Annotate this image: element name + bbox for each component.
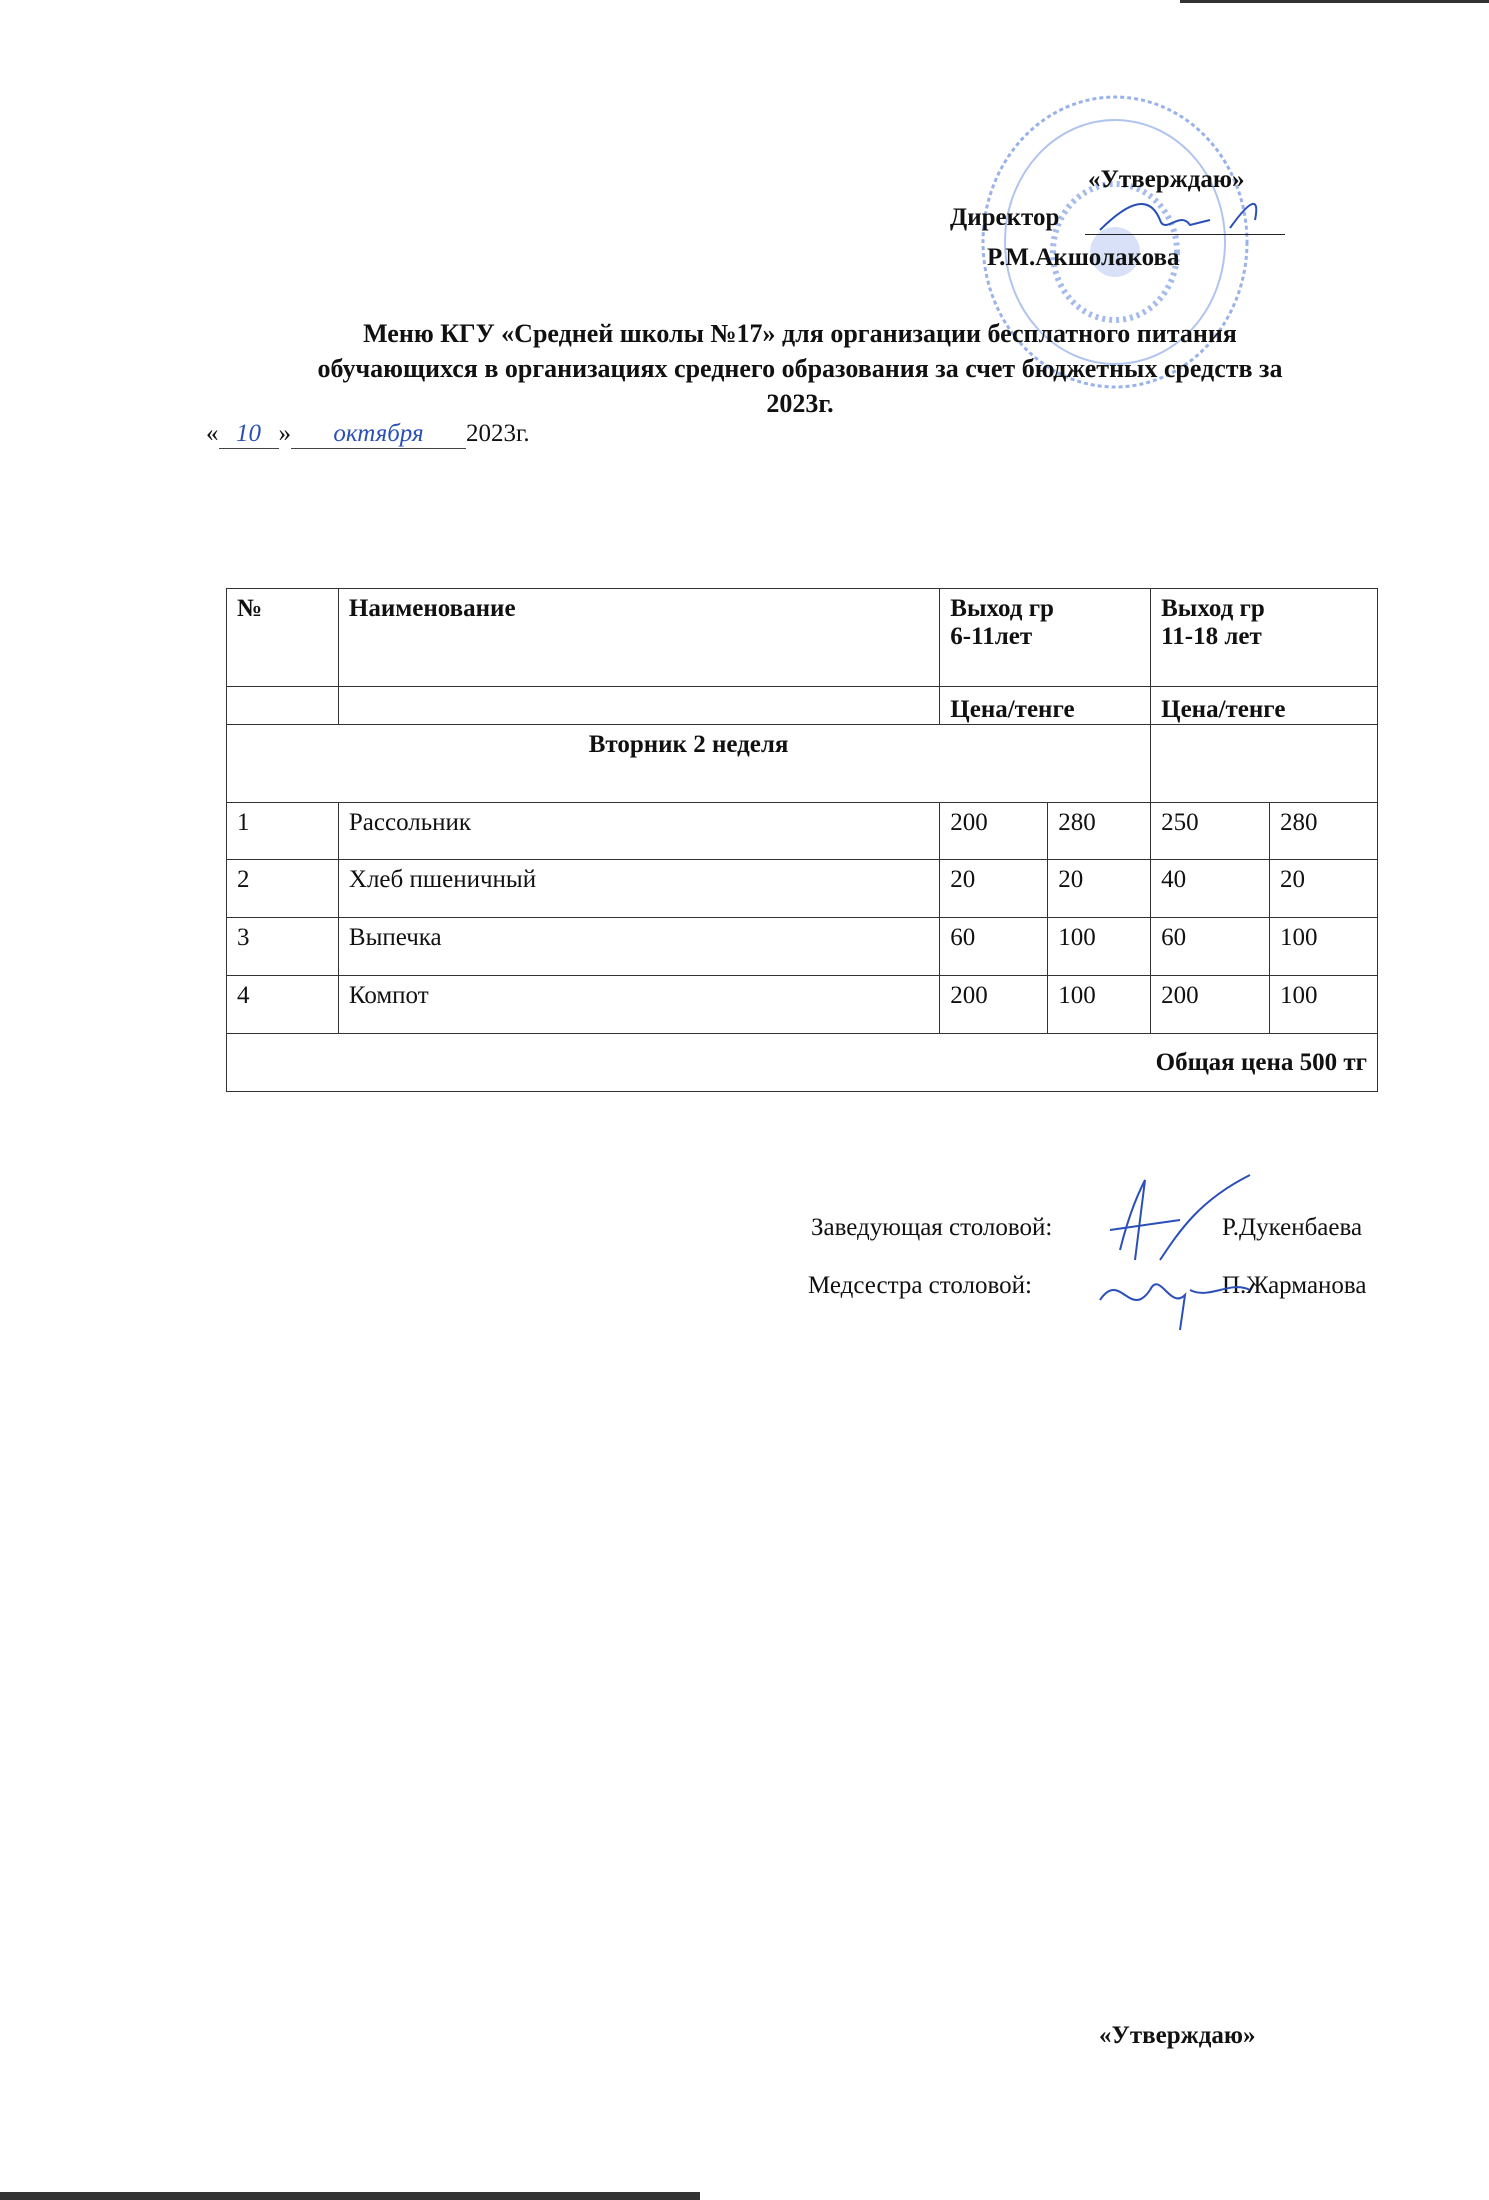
row-num: 2	[226, 859, 339, 918]
footer-approval-label: «Утверждаю»	[1099, 2022, 1256, 2049]
table-row: 2 Хлеб пшеничный 20 20 40 20	[226, 859, 1378, 918]
row-value: 100	[1047, 975, 1152, 1034]
approval-label: «Утверждаю»	[1088, 166, 1245, 193]
signature-name-nurse: П.Жарманова	[1222, 1272, 1367, 1299]
total-price: Общая цена 500 тг	[226, 1033, 1378, 1092]
empty-cell	[226, 686, 339, 725]
header-num: №	[226, 588, 339, 687]
empty-cell	[1150, 724, 1378, 803]
row-value: 200	[1150, 975, 1271, 1034]
row-value: 200	[939, 975, 1049, 1034]
director-signature	[1099, 202, 1258, 231]
empty-cell	[337, 686, 941, 725]
header-group2: Выход гр 11-18 лет	[1150, 588, 1378, 687]
row-num: 4	[226, 975, 339, 1034]
date-year: 2023г.	[466, 420, 530, 447]
row-name: Выпечка	[337, 917, 941, 976]
row-num: 3	[226, 917, 339, 976]
price-header-row: Цена/тенге Цена/тенге	[226, 686, 1378, 725]
scan-edge-top	[1180, 0, 1489, 3]
row-value: 60	[939, 917, 1049, 976]
table-row: 1 Рассольник 200 280 250 280	[226, 802, 1378, 860]
date-line: «10» октября 2023г.	[206, 420, 530, 449]
row-value: 250	[1150, 802, 1271, 860]
row-name: Компот	[337, 975, 941, 1034]
total-row: Общая цена 500 тг	[226, 1033, 1378, 1092]
day-row: Вторник 2 неделя	[225, 724, 1378, 803]
date-month: октября	[291, 420, 466, 449]
title-line-3: 2023г.	[766, 389, 834, 418]
row-value: 40	[1150, 859, 1271, 918]
scan-edge-bottom	[0, 2192, 700, 2200]
date-open-quote: «	[206, 420, 219, 447]
header-group1: Выход гр 6-11лет	[939, 588, 1152, 687]
signature-role-canteen-head: Заведующая столовой:	[811, 1214, 1053, 1241]
signature-role-nurse: Медсестра столовой:	[808, 1272, 1032, 1299]
menu-table: № Наименование Выход гр 6-11лет Выход гр 1…	[225, 588, 1378, 1092]
handwritten-signatures	[1099, 1174, 1251, 1331]
row-value: 280	[1047, 802, 1152, 860]
row-value: 100	[1269, 975, 1378, 1034]
stamp-seal	[981, 95, 1249, 389]
row-value: 20	[1047, 859, 1152, 918]
director-name: Р.М.Акшолакова	[987, 244, 1180, 271]
title-line-1: Меню КГУ «Средней школы №17» для организ…	[363, 319, 1237, 348]
row-value: 280	[1269, 802, 1378, 860]
group1-age: 6-11лет	[950, 623, 1033, 650]
group2-age: 11-18 лет	[1161, 623, 1262, 650]
table-row: 3 Выпечка 60 100 60 100	[226, 917, 1378, 976]
group1-label: Выход гр	[950, 595, 1054, 622]
document-title: Меню КГУ «Средней школы №17» для организ…	[200, 316, 1400, 421]
title-line-2: обучающихся в организациях среднего обра…	[317, 354, 1283, 383]
row-name: Хлеб пшеничный	[337, 859, 941, 918]
row-value: 20	[939, 859, 1049, 918]
row-value: 100	[1047, 917, 1152, 976]
header-price1: Цена/тенге	[939, 686, 1152, 725]
group2-label: Выход гр	[1161, 595, 1265, 622]
header-row: № Наименование Выход гр 6-11лет Выход гр 1…	[226, 588, 1378, 687]
row-value: 60	[1150, 917, 1271, 976]
day-label: Вторник 2 неделя	[225, 724, 1152, 803]
date-day: 10	[218, 420, 279, 449]
signature-name-canteen-head: Р.Дукенбаева	[1222, 1214, 1363, 1241]
row-name: Рассольник	[337, 802, 941, 860]
row-value: 200	[939, 802, 1049, 860]
row-num: 1	[226, 802, 339, 860]
director-signature-line	[1085, 234, 1285, 235]
row-value: 100	[1269, 917, 1378, 976]
row-value: 20	[1269, 859, 1378, 918]
date-close-quote: »	[278, 420, 292, 447]
header-name: Наименование	[337, 588, 941, 687]
table-row: 4 Компот 200 100 200 100	[226, 975, 1378, 1034]
director-label: Директор	[950, 204, 1060, 231]
header-price2: Цена/тенге	[1150, 686, 1378, 725]
